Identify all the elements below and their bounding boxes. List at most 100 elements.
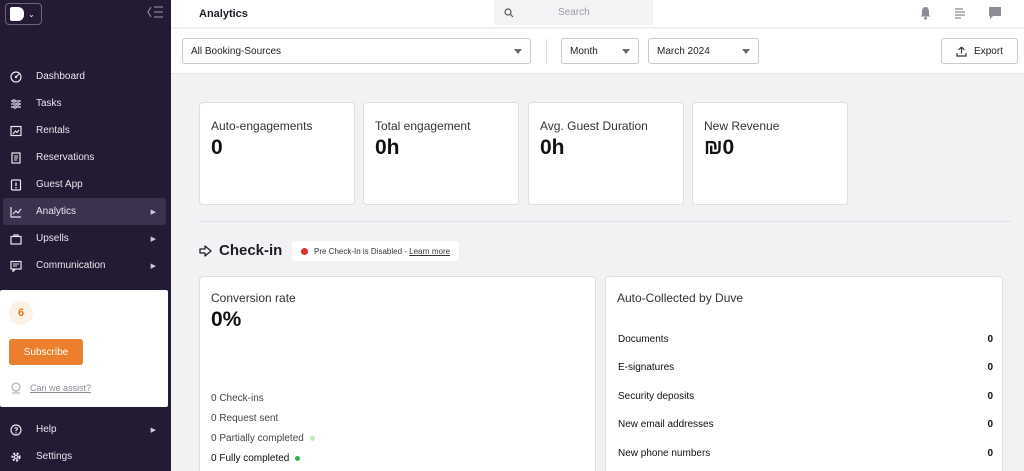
stat-card-new-revenue: New Revenue ₪0 <box>692 102 848 205</box>
sidebar-item-label: Communication <box>36 260 106 271</box>
communication-icon <box>10 260 22 272</box>
alert-dot-icon <box>301 247 308 255</box>
stat-card-auto-engagements: Auto-engagements 0 <box>199 102 355 205</box>
sidebar-item-reservations[interactable]: Reservations <box>3 144 166 171</box>
stat-value: 0 <box>211 136 223 159</box>
search-input[interactable]: Search <box>494 0 653 25</box>
trial-days-badge: 6 <box>9 301 33 325</box>
auto-collected-row-value: 0 <box>987 333 993 345</box>
auto-collected-row-value: 0 <box>987 419 993 431</box>
support-agent-icon <box>11 382 21 394</box>
legend-dot-icon <box>295 455 301 461</box>
section-divider <box>199 221 1011 222</box>
help-icon <box>10 423 22 436</box>
auto-collected-row-value: 0 <box>987 362 993 374</box>
sidebar-item-settings[interactable]: Settings <box>3 443 166 470</box>
sidebar-item-label: Settings <box>36 451 73 462</box>
booking-source-select[interactable]: All Booking-Sources <box>182 38 531 64</box>
settings-icon <box>10 451 22 463</box>
search-icon <box>504 7 514 17</box>
sidebar-nav: Dashboard Tasks Rentals Reservations Guest A… <box>3 63 166 279</box>
conversion-rate-label: Conversion rate <box>211 291 296 305</box>
sidebar-item-label: Upsells <box>36 233 69 244</box>
auto-collected-row-value: 0 <box>987 390 993 402</box>
auto-collected-row-value: 0 <box>987 447 993 459</box>
stat-label: Total engagement <box>375 119 471 133</box>
page-title: Analytics <box>199 8 248 20</box>
sidebar-item-communication[interactable]: Communication ▶ <box>3 252 166 279</box>
metric-label: 0 Partially completed <box>211 432 304 444</box>
notifications-bell-icon[interactable] <box>918 6 932 20</box>
arrow-right-icon <box>199 244 212 257</box>
metric-label: 0 Check-ins <box>211 392 264 404</box>
auto-collected-list: Documents 0 E-signatures 0 Security deposits… <box>618 325 993 468</box>
stat-value: 0h <box>375 136 400 159</box>
auto-collected-row: E-signatures 0 <box>618 354 993 383</box>
auto-collected-row-label: Security deposits <box>618 390 695 402</box>
dashboard-icon <box>10 70 22 83</box>
precheckin-notice: Pre Check-In is Disabled - Learn more <box>292 241 460 261</box>
search-placeholder: Search <box>558 7 590 18</box>
sidebar-item-label: Guest App <box>36 179 83 190</box>
auto-collected-row-label: Documents <box>618 333 669 345</box>
sidebar-item-rentals[interactable]: Rentals <box>3 117 166 144</box>
chevron-right-icon: ▶ <box>150 235 156 243</box>
sidebar-item-analytics[interactable]: Analytics ▶ <box>3 198 166 225</box>
auto-collected-row: New phone numbers 0 <box>618 439 993 468</box>
legend-dot-icon <box>309 435 315 441</box>
sidebar-item-tasks[interactable]: Tasks <box>3 90 166 117</box>
conversion-metric-row: 0 Check-ins <box>211 388 315 408</box>
month-select[interactable]: March 2024 <box>648 38 759 64</box>
conversion-rate-value: 0% <box>211 308 242 331</box>
chevron-right-icon: ▶ <box>150 262 156 270</box>
sidebar: ⌄ Dashboard Tasks Rentals Reservations Guest… <box>0 0 171 471</box>
main-content: Auto-engagements 0 Total engagement 0h A… <box>171 74 1024 471</box>
upload-icon <box>956 46 967 57</box>
auto-collected-card: Auto-Collected by Duve Documents 0 E-signa… <box>605 276 1003 471</box>
tasks-icon <box>10 98 22 110</box>
auto-collected-label: Auto-Collected by Duve <box>617 291 744 305</box>
auto-collected-row: Documents 0 <box>618 325 993 354</box>
assist-link[interactable]: Can we assist? <box>9 381 91 395</box>
sidebar-item-help[interactable]: Help ▶ <box>3 416 166 443</box>
period-select[interactable]: Month <box>561 38 639 64</box>
tasks-list-icon[interactable] <box>953 6 967 20</box>
sidebar-item-upsells[interactable]: Upsells ▶ <box>3 225 166 252</box>
sidebar-item-label: Rentals <box>36 125 70 136</box>
sidebar-item-guest-app[interactable]: Guest App <box>3 171 166 198</box>
stat-card-avg-guest-duration: Avg. Guest Duration 0h <box>528 102 684 205</box>
workspace-logo-button[interactable]: ⌄ <box>5 3 42 25</box>
notice-text: Pre Check-In is Disabled - <box>314 246 410 256</box>
export-label: Export <box>974 45 1003 57</box>
chevron-right-icon: ▶ <box>150 426 156 434</box>
sidebar-item-dashboard[interactable]: Dashboard <box>3 63 166 90</box>
checkin-section-title: Check-in <box>199 242 282 259</box>
guest-app-icon <box>10 178 22 191</box>
learn-more-link[interactable]: Learn more <box>409 246 451 256</box>
stat-value: ₪0 <box>704 136 735 159</box>
collapse-sidebar-icon[interactable] <box>146 5 164 19</box>
chevron-down-icon <box>514 49 522 54</box>
conversion-metric-row: 0 Fully completed <box>211 448 315 468</box>
month-value: March 2024 <box>657 45 710 57</box>
sidebar-item-label: Analytics <box>36 206 77 217</box>
conversion-rate-card: Conversion rate 0% 0 Check-ins 0 Request … <box>199 276 596 471</box>
period-value: Month <box>570 45 598 57</box>
sidebar-item-label: Reservations <box>36 152 95 163</box>
filter-bar: All Booking-Sources Month March 2024 Exp… <box>171 29 1024 74</box>
metric-label: 0 Request sent <box>211 412 279 424</box>
filter-divider <box>546 39 547 64</box>
sidebar-item-label: Tasks <box>36 98 62 109</box>
reservations-icon <box>10 151 22 164</box>
auto-collected-row: New email addresses 0 <box>618 411 993 440</box>
export-button[interactable]: Export <box>941 38 1018 64</box>
chat-icon[interactable] <box>988 6 1002 20</box>
booking-source-value: All Booking-Sources <box>191 45 282 57</box>
auto-collected-row: Security deposits 0 <box>618 382 993 411</box>
subscribe-button[interactable]: Subscribe <box>9 339 83 365</box>
assist-link-label: Can we assist? <box>30 383 92 393</box>
stat-value: 0h <box>540 136 565 159</box>
sidebar-bottom-nav: Help ▶ Settings <box>3 416 166 470</box>
analytics-icon <box>10 206 22 218</box>
chevron-down-icon <box>742 49 750 54</box>
